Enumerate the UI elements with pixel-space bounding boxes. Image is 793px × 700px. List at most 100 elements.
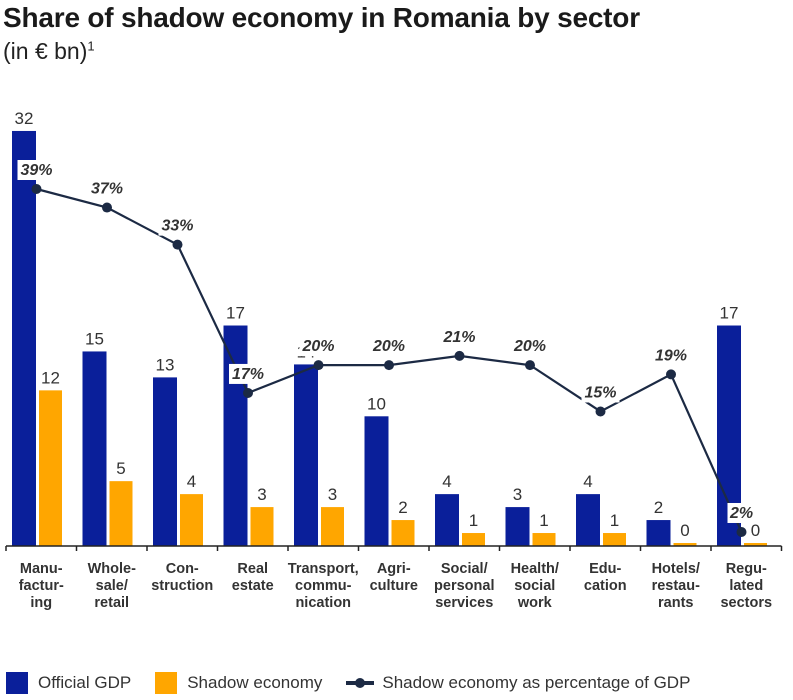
- bar-official-gdp: [646, 520, 671, 546]
- percentage-marker: [666, 369, 676, 380]
- legend: Official GDP Shadow economy Shadow econo…: [6, 672, 714, 694]
- official-gdp-swatch: [6, 672, 28, 694]
- legend-item-shadow-economy: Shadow economy: [155, 672, 322, 694]
- percentage-label: 2%: [729, 505, 753, 522]
- data-label-official-gdp: 13: [156, 355, 175, 374]
- percentage-label-bg: [88, 178, 126, 199]
- percentage-label: 20%: [301, 338, 334, 355]
- category-label: Con-struction: [151, 561, 213, 594]
- category-label: Agri-culture: [370, 561, 418, 594]
- category-label: Health/social work: [511, 561, 559, 611]
- bar-official-gdp: [153, 377, 177, 546]
- data-label-official-gdp: 17: [226, 304, 245, 323]
- subtitle-text: (in € bn): [3, 38, 88, 64]
- data-label-shadow-economy: 5: [116, 459, 125, 478]
- percentage-marker: [31, 184, 42, 194]
- bar-shadow-economy: [109, 481, 133, 546]
- percentage-marker: [595, 406, 606, 417]
- data-label-shadow-economy: 1: [469, 511, 478, 530]
- bar-shadow-economy: [673, 543, 697, 546]
- data-label-shadow-economy: 12: [41, 368, 60, 387]
- bar-shadow-economy: [532, 533, 556, 546]
- category-label: Transport, commu-nication: [288, 561, 359, 611]
- category-label: Regu-lated sectors: [720, 561, 772, 611]
- legend-label-shadow-economy: Shadow economy: [187, 673, 323, 692]
- legend-item-official-gdp: Official GDP: [6, 672, 131, 694]
- bar-shadow-economy: [180, 494, 203, 546]
- data-label-shadow-economy: 4: [187, 472, 196, 491]
- legend-label-percentage: Shadow economy as percentage of GDP: [382, 673, 691, 692]
- bar-shadow-economy: [39, 390, 62, 546]
- percentage-label-bg: [581, 382, 620, 403]
- percentage-label: 20%: [513, 338, 546, 355]
- line-marker-swatch: [346, 676, 375, 690]
- data-label-official-gdp: 4: [442, 472, 451, 491]
- percentage-label-bg: [440, 326, 479, 347]
- data-label-shadow-economy: 0: [680, 521, 689, 540]
- bar-official-gdp: [82, 351, 107, 546]
- bar-official-gdp: [505, 507, 530, 546]
- bar-shadow-economy: [462, 533, 485, 546]
- percentage-marker: [243, 387, 253, 398]
- category-label: Manu-factur-ing: [19, 561, 64, 611]
- bar-official-gdp: [435, 494, 459, 546]
- bar-official-gdp: [12, 130, 36, 546]
- category-label: Social/personal services: [434, 561, 494, 611]
- category-label: Whole-sale/retail: [88, 561, 136, 611]
- percentage-label: 37%: [91, 181, 123, 198]
- chart-subtitle: (in € bn)1: [3, 38, 95, 65]
- bar-shadow-economy: [321, 507, 344, 546]
- percentage-marker: [525, 360, 535, 371]
- legend-label-official-gdp: Official GDP: [38, 673, 132, 692]
- percentage-marker: [736, 526, 747, 537]
- percentage-line-layer: [31, 184, 747, 537]
- category-label: Edu-cation: [584, 561, 627, 594]
- data-label-official-gdp: 3: [513, 485, 522, 504]
- x-axis: [5, 545, 783, 551]
- data-label-official-gdp: 2: [654, 498, 663, 517]
- data-label-official-gdp: 32: [15, 109, 34, 128]
- percentage-label-bg: [727, 502, 756, 523]
- percentage-marker: [172, 239, 183, 250]
- bar-official-gdp: [576, 494, 600, 546]
- data-label-official-gdp: 4: [583, 472, 592, 491]
- percentage-label: 17%: [232, 366, 264, 383]
- percentage-label-bg: [299, 336, 338, 357]
- data-label-official-gdp: 17: [720, 304, 739, 323]
- data-label-official-gdp: 15: [85, 329, 104, 348]
- data-label-shadow-economy: 1: [610, 511, 619, 530]
- percentage-label-bg: [229, 363, 267, 384]
- percentage-label: 19%: [655, 347, 687, 364]
- data-label-shadow-economy: 0: [751, 521, 760, 540]
- data-label-shadow-economy: 1: [539, 511, 548, 530]
- percentage-label-bg: [17, 160, 56, 180]
- data-label-shadow-economy: 2: [398, 498, 407, 517]
- percentage-marker: [102, 202, 112, 213]
- percentage-marker: [384, 360, 394, 371]
- category-label: Real estate: [232, 561, 274, 594]
- data-label-shadow-economy: 3: [257, 485, 266, 504]
- bar-official-gdp: [223, 325, 248, 546]
- chart-plot: 3212Manu-factur-ing155Whole-sale/retail1…: [5, 109, 783, 611]
- percentage-label-bg: [158, 215, 197, 236]
- percentage-label: 20%: [372, 338, 405, 355]
- chart-title: Share of shadow economy in Romania by se…: [3, 2, 640, 33]
- bar-shadow-economy: [391, 520, 415, 546]
- data-label-official-gdp: 10: [367, 394, 386, 413]
- shadow-economy-swatch: [155, 672, 178, 694]
- percentage-marker: [454, 350, 465, 361]
- percentage-label-bg: [652, 345, 690, 366]
- percentage-label: 33%: [161, 218, 193, 235]
- percentage-label-bg: [370, 336, 408, 357]
- percentage-label: 39%: [20, 162, 52, 179]
- bars-layer: [12, 130, 767, 546]
- percentage-label: 15%: [584, 384, 616, 401]
- data-label-shadow-economy: 3: [328, 485, 337, 504]
- category-label: Hotels/restau-rants: [652, 561, 701, 611]
- bar-shadow-economy: [744, 543, 767, 546]
- legend-item-percentage: Shadow economy as percentage of GDP: [346, 673, 690, 693]
- bar-shadow-economy: [250, 507, 274, 546]
- subtitle-footnote: 1: [87, 38, 95, 54]
- percentage-marker: [313, 360, 324, 371]
- bar-shadow-economy: [603, 533, 626, 546]
